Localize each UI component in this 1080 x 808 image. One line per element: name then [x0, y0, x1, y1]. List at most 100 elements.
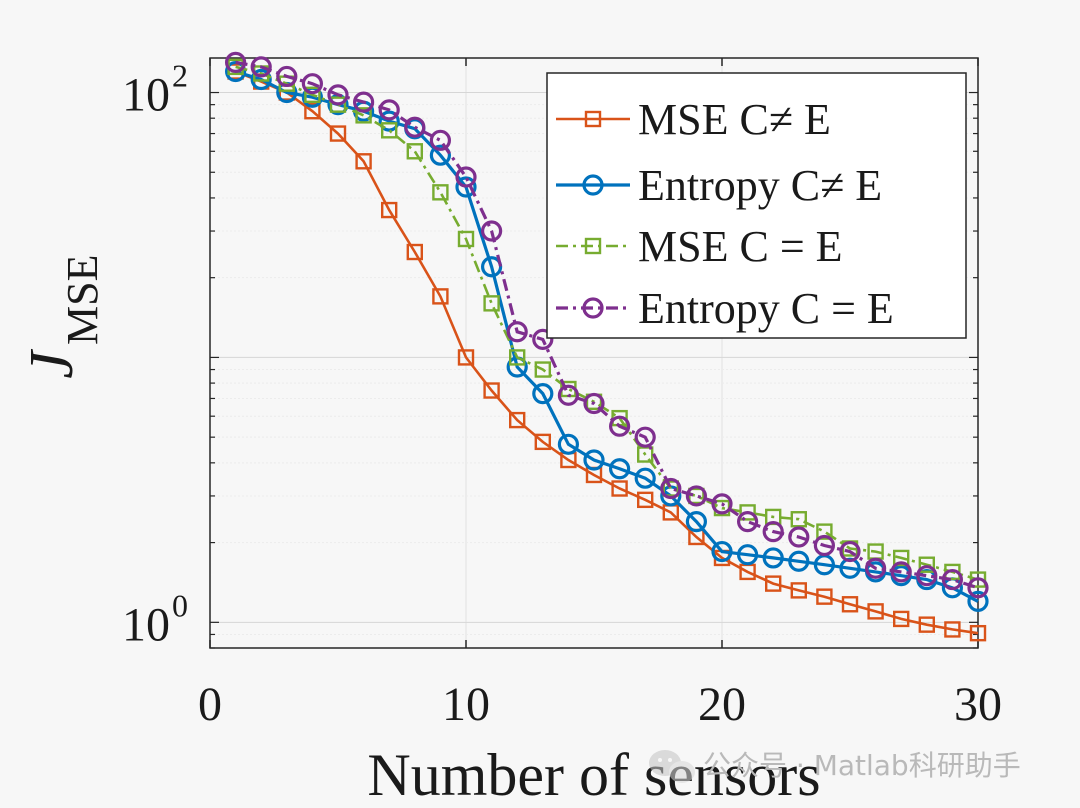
data-point [816, 523, 833, 540]
data-point [893, 549, 910, 567]
data-point [483, 295, 500, 312]
y-tick-label: 10 0 [122, 587, 188, 651]
data-point [355, 107, 372, 124]
y-axis-label-main: J [18, 349, 86, 379]
series-4 [225, 51, 989, 599]
data-point [557, 384, 580, 406]
data-point [481, 256, 503, 278]
wechat-icon [649, 750, 695, 783]
data-point [890, 561, 912, 583]
data-point [867, 603, 884, 620]
data-point [839, 540, 861, 563]
data-point [788, 526, 810, 548]
data-point [864, 557, 887, 579]
data-point [406, 143, 423, 160]
x-axis-label: Number of sensors [367, 742, 820, 808]
data-point [969, 571, 987, 588]
data-point [967, 590, 989, 612]
data-point [353, 91, 375, 113]
data-point [406, 243, 423, 261]
data-point [304, 86, 321, 104]
y-axis-label-subscript: MSE [58, 255, 107, 345]
y-tick-label-exponent: 2 [172, 58, 188, 94]
legend-marker [584, 110, 602, 128]
legend-label: MSE C = E [638, 222, 843, 271]
watermark-text: 公众号 · Matlab科研助手 [703, 749, 1021, 782]
x-tick-label: 20 [698, 678, 746, 731]
data-point [225, 51, 247, 73]
data-point [688, 487, 705, 505]
data-point [329, 96, 347, 113]
data-point [557, 433, 580, 455]
data-point [481, 220, 503, 242]
data-point [611, 480, 628, 497]
data-point [381, 122, 398, 139]
data-point [637, 491, 654, 509]
data-point [329, 125, 347, 142]
data-point [941, 568, 964, 591]
data-point [583, 449, 605, 471]
data-point [944, 621, 961, 638]
data-point [301, 73, 323, 95]
data-point [813, 534, 836, 557]
series-line [235, 65, 979, 581]
series-line [235, 60, 979, 590]
data-point [509, 411, 526, 429]
data-point [762, 547, 784, 569]
data-point [790, 511, 807, 528]
data-point [634, 426, 656, 448]
data-point [841, 596, 859, 613]
data-point [893, 610, 910, 628]
y-tick-label: 10 2 [122, 58, 188, 122]
data-point [276, 65, 298, 88]
data-point [736, 544, 759, 566]
data-point [506, 321, 528, 343]
data-point [916, 565, 938, 587]
data-point [711, 540, 733, 563]
data-point [457, 230, 475, 248]
data-point [457, 349, 475, 366]
data-point [918, 556, 935, 573]
data-point [583, 392, 605, 415]
data-point [355, 153, 372, 170]
data-point [429, 144, 451, 166]
data-point [711, 493, 733, 515]
y-tick-label-base: 10 [122, 69, 170, 122]
data-point [816, 588, 833, 605]
data-point [378, 99, 400, 121]
data-point [455, 176, 477, 198]
data-point [608, 415, 631, 437]
data-point [404, 116, 426, 138]
data-point [432, 184, 449, 201]
data-point [455, 166, 477, 188]
legend-marker [584, 237, 602, 255]
data-point [790, 582, 807, 599]
data-point [788, 550, 810, 572]
legend-item-4: Entropy C = E [556, 284, 894, 333]
data-point [608, 458, 631, 480]
series-layer [225, 51, 989, 642]
data-point [918, 616, 935, 633]
data-point [660, 477, 682, 500]
data-point [532, 328, 554, 350]
data-point [304, 103, 321, 120]
y-tick-label-base: 10 [122, 598, 170, 651]
data-point [250, 68, 272, 91]
data-point [967, 577, 989, 599]
legend: MSE C≠ E Entropy C≠ E MSE C = E Entropy C =… [546, 72, 967, 339]
legend-label: Entropy C = E [638, 284, 894, 333]
legend-item-3: MSE C = E [556, 222, 843, 271]
data-point [378, 110, 400, 132]
data-point [739, 504, 756, 521]
y-tick-label-exponent: 0 [172, 587, 188, 623]
x-tick-label: 0 [198, 678, 222, 731]
legend-marker [582, 174, 604, 196]
series-line [235, 70, 979, 635]
legend-label: Entropy C≠ E [638, 161, 882, 210]
data-point [381, 201, 398, 219]
data-point [534, 361, 551, 378]
watermark: 公众号 · Matlab科研助手 [649, 749, 1021, 783]
data-point [250, 56, 272, 78]
